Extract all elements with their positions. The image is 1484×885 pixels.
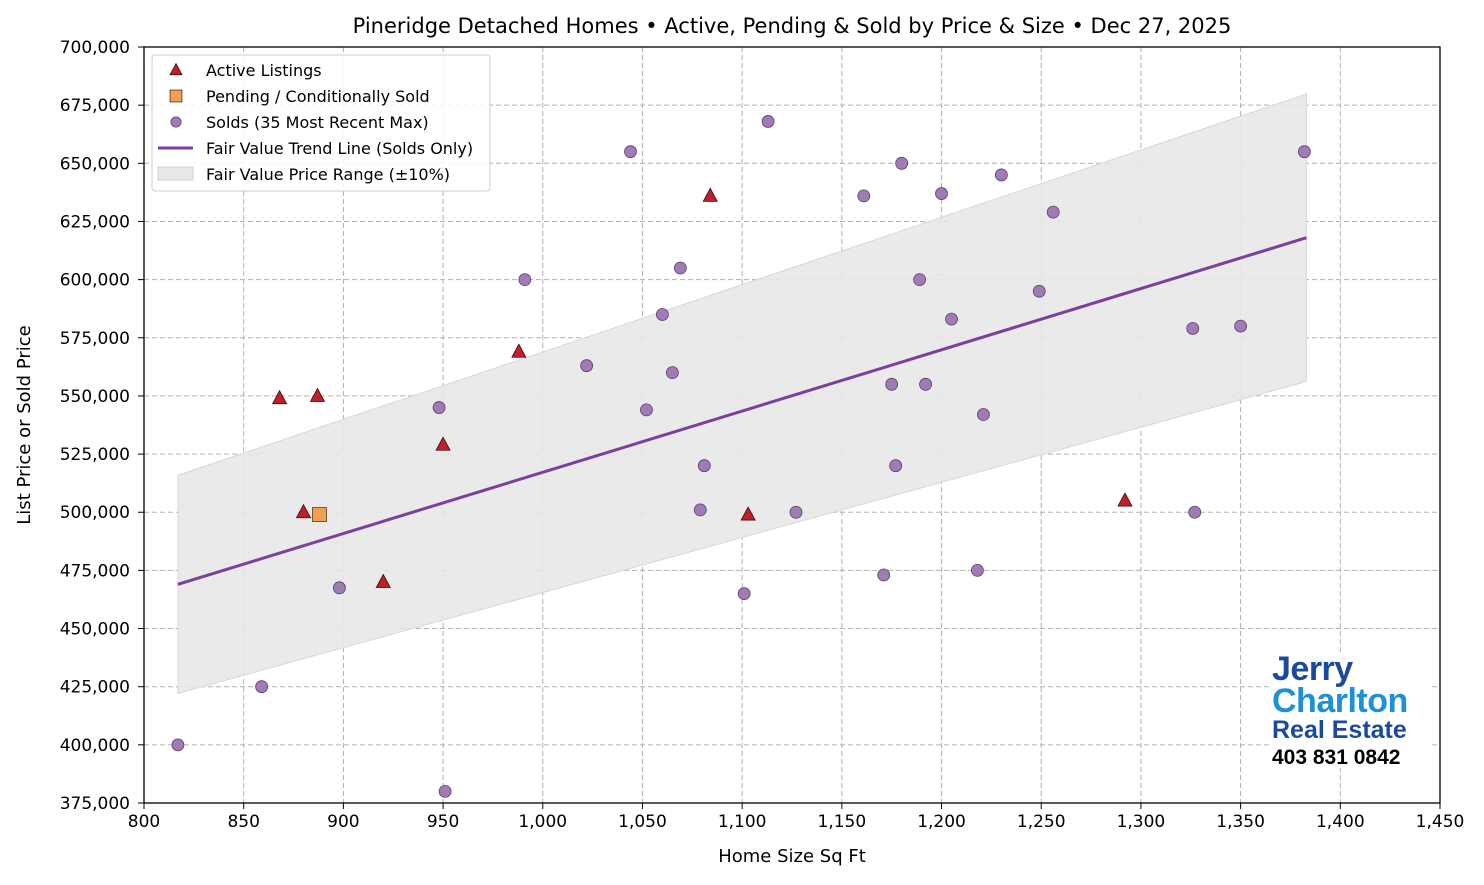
sold-point bbox=[761, 115, 775, 128]
x-tick-label: 1,300 bbox=[1117, 812, 1166, 832]
sold-point bbox=[877, 568, 891, 582]
y-tick-label: 425,000 bbox=[60, 678, 130, 698]
active-listing-point bbox=[511, 343, 527, 358]
x-tick-label: 1,250 bbox=[1017, 812, 1066, 832]
sold-point bbox=[789, 505, 803, 519]
x-tick-label: 1,450 bbox=[1416, 812, 1465, 832]
sold-point bbox=[518, 273, 532, 287]
sold-point bbox=[1186, 322, 1200, 335]
legend-label-pending: Pending / Conditionally Sold bbox=[206, 87, 430, 106]
legend: Active Listings Pending / Conditionally S… bbox=[151, 54, 491, 192]
sold-point bbox=[640, 403, 653, 417]
sold-point bbox=[438, 784, 452, 798]
sold-point bbox=[977, 408, 990, 421]
sold-point bbox=[624, 145, 637, 159]
sold-point bbox=[935, 187, 948, 200]
x-tick-label: 1,200 bbox=[917, 812, 966, 832]
sold-point bbox=[665, 366, 679, 380]
active-listing-point bbox=[375, 573, 391, 588]
y-tick-label: 625,000 bbox=[60, 212, 130, 232]
sold-point bbox=[913, 273, 927, 287]
sold-point bbox=[432, 401, 446, 414]
x-tick-label: 850 bbox=[227, 812, 259, 832]
sold-point bbox=[171, 738, 185, 752]
y-tick-label: 600,000 bbox=[60, 271, 130, 291]
legend-label-trend-line: Fair Value Trend Line (Solds Only) bbox=[206, 139, 473, 158]
legend-box bbox=[151, 54, 491, 192]
sold-point bbox=[693, 503, 707, 517]
x-axis-label: Home Size Sq Ft bbox=[718, 846, 866, 867]
fair-value-band bbox=[177, 93, 1307, 695]
sold-point bbox=[919, 377, 932, 391]
sold-point bbox=[885, 377, 899, 391]
y-tick-label: 550,000 bbox=[60, 387, 130, 407]
active-listing-point bbox=[309, 387, 326, 402]
y-tick-label: 700,000 bbox=[60, 38, 130, 58]
sold-point bbox=[889, 459, 903, 473]
x-tick-label: 800 bbox=[128, 812, 160, 832]
sold-point bbox=[737, 587, 751, 601]
x-tick-label: 1,000 bbox=[518, 812, 567, 832]
logo-line3: Real Estate bbox=[1272, 716, 1407, 744]
x-tick-label: 950 bbox=[427, 812, 459, 832]
y-tick-label: 650,000 bbox=[60, 154, 130, 174]
chart-title: Pineridge Detached Homes • Active, Pendi… bbox=[353, 14, 1232, 38]
sold-point bbox=[697, 459, 711, 473]
sold-point bbox=[895, 156, 909, 170]
sold-point bbox=[673, 261, 687, 275]
y-axis-label: List Price or Sold Price bbox=[14, 325, 35, 524]
legend-label-active-listings: Active Listings bbox=[206, 61, 322, 80]
legend-label-solds: Solds (35 Most Recent Max) bbox=[206, 113, 429, 132]
y-tick-label: 475,000 bbox=[60, 561, 130, 581]
legend-label-price-range: Fair Value Price Range (±10%) bbox=[206, 165, 450, 184]
sold-point bbox=[994, 168, 1008, 182]
x-tick-label: 900 bbox=[327, 812, 359, 832]
y-tick-label: 400,000 bbox=[60, 736, 130, 756]
fair-value-trend-line bbox=[177, 236, 1307, 586]
active-listing-point bbox=[271, 389, 288, 405]
y-tick-label: 375,000 bbox=[60, 794, 130, 814]
pending-point bbox=[312, 507, 327, 522]
sold-point bbox=[332, 581, 346, 595]
sold-point bbox=[1188, 505, 1202, 519]
x-tick-label: 1,400 bbox=[1316, 812, 1365, 832]
y-tick-label: 500,000 bbox=[60, 503, 130, 523]
logo-phone: 403 831 0842 bbox=[1272, 746, 1401, 769]
sold-point bbox=[857, 189, 871, 203]
active-listing-point bbox=[740, 506, 756, 521]
active-listing-point bbox=[435, 436, 451, 451]
legend-marker-active-listings bbox=[169, 62, 183, 76]
x-tick-label: 1,350 bbox=[1216, 812, 1265, 832]
sold-point bbox=[255, 680, 269, 694]
active-listing-point bbox=[1117, 492, 1133, 507]
y-tick-label: 525,000 bbox=[60, 445, 130, 465]
legend-marker-pending bbox=[169, 89, 183, 103]
plot-frame bbox=[143, 46, 1441, 804]
sold-point bbox=[656, 308, 669, 321]
active-listing-point bbox=[295, 503, 312, 519]
sold-point bbox=[945, 312, 958, 326]
legend-marker-price-range bbox=[157, 166, 194, 181]
x-tick-label: 1,050 bbox=[618, 812, 667, 832]
y-tick-label: 575,000 bbox=[60, 329, 130, 349]
sold-point bbox=[1234, 319, 1248, 333]
sold-point bbox=[1032, 284, 1046, 298]
sold-point bbox=[1046, 205, 1060, 219]
sold-point bbox=[971, 563, 984, 577]
logo-line2: Charlton bbox=[1272, 682, 1408, 720]
sold-point bbox=[1298, 145, 1311, 159]
y-tick-label: 675,000 bbox=[60, 96, 130, 116]
x-tick-label: 1,100 bbox=[718, 812, 767, 832]
logo-line1: Jerry bbox=[1272, 650, 1353, 688]
jerry-charlton-logo: Jerry Charlton Real Estate 403 831 0842 bbox=[1272, 652, 1432, 768]
active-listing-point bbox=[702, 187, 718, 202]
legend-marker-solds bbox=[170, 116, 182, 128]
x-tick-label: 1,150 bbox=[818, 812, 867, 832]
sold-point bbox=[580, 359, 594, 373]
y-tick-label: 450,000 bbox=[60, 620, 130, 640]
